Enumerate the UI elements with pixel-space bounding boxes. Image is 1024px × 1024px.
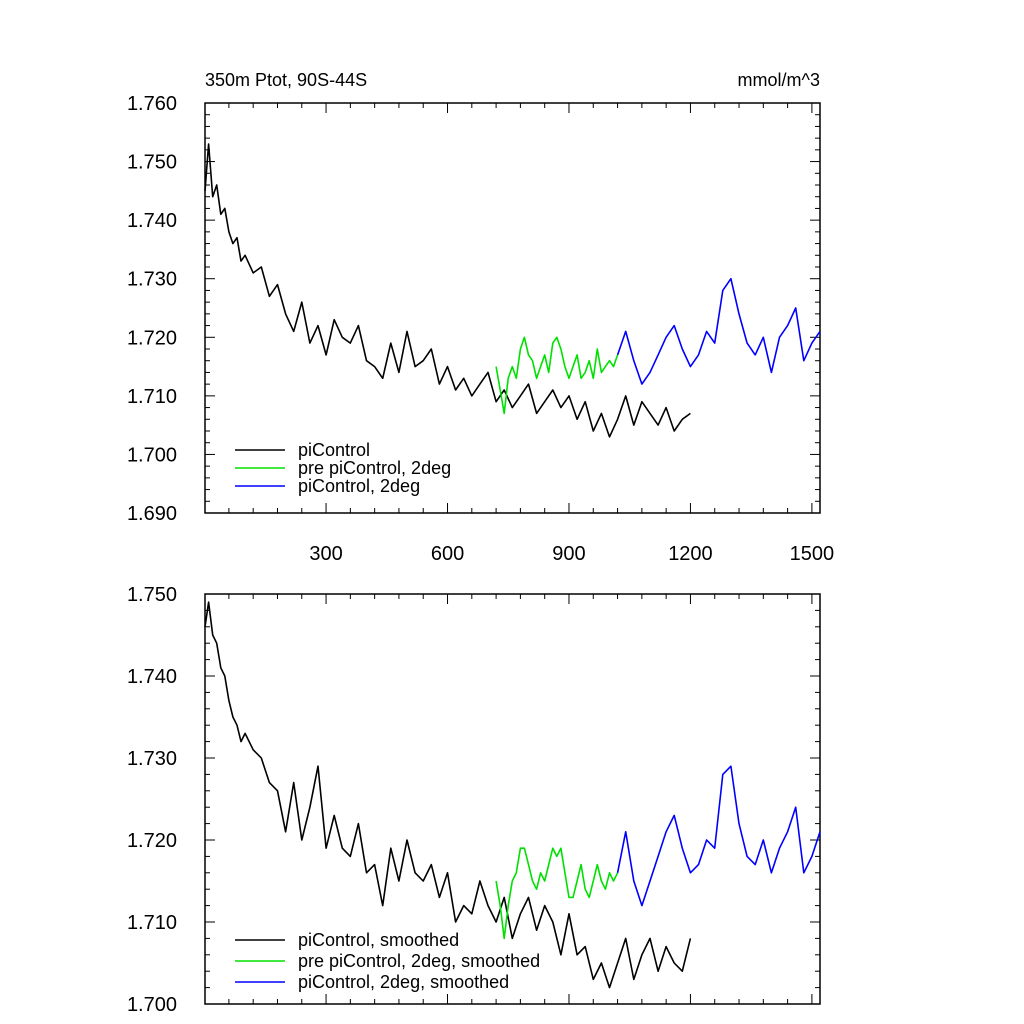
plot-frame-bottom (204, 593, 821, 1005)
y-tick-label: 1.750 (127, 584, 177, 606)
series-line (495, 847, 619, 940)
y-tick-label: 1.740 (127, 666, 177, 688)
legend-label: piControl, 2deg, smoothed (298, 972, 509, 992)
series-line (495, 336, 619, 415)
y-tick-label: 1.690 (127, 503, 177, 525)
legend-label: piControl, smoothed (298, 930, 459, 950)
plot-frame-top (204, 102, 821, 514)
y-tick-label: 1.720 (127, 327, 177, 349)
legend-label: pre piControl, 2deg, smoothed (298, 951, 540, 971)
y-tick-label: 1.710 (127, 912, 177, 934)
x-tick-label: 1200 (668, 543, 713, 565)
y-tick-label: 1.720 (127, 830, 177, 852)
y-tick-label: 1.710 (127, 386, 177, 408)
chart-title-left: 350m Ptot, 90S-44S (205, 70, 367, 90)
legend-label: piControl (298, 440, 370, 460)
y-tick-label: 1.740 (127, 210, 177, 232)
y-tick-label: 1.700 (127, 994, 177, 1016)
series-line (204, 143, 691, 438)
series-line (616, 277, 821, 385)
panel-top: 350m Ptot, 90S-44S mmol/m^3 1.690 1.700 1.… (127, 70, 834, 565)
legend-label: piControl, 2deg (298, 476, 420, 496)
y-tick-label: 1.730 (127, 748, 177, 770)
series-line (616, 765, 821, 907)
chart-title-right: mmol/m^3 (738, 70, 820, 90)
x-tick-label: 1500 (790, 543, 835, 565)
legend-label: pre piControl, 2deg (298, 458, 451, 478)
series-line (204, 601, 692, 989)
y-tick-label: 1.730 (127, 269, 177, 291)
y-tick-label: 1.750 (127, 152, 177, 174)
y-tick-label: 1.760 (127, 93, 177, 115)
panel-bottom: 1.700 1.710 1.720 1.730 1.740 1.750 piControl,… (127, 584, 821, 1016)
y-tick-label: 1.700 (127, 444, 177, 466)
x-tick-label: 300 (309, 543, 342, 565)
x-tick-label: 900 (552, 543, 585, 565)
x-tick-label: 600 (431, 543, 464, 565)
